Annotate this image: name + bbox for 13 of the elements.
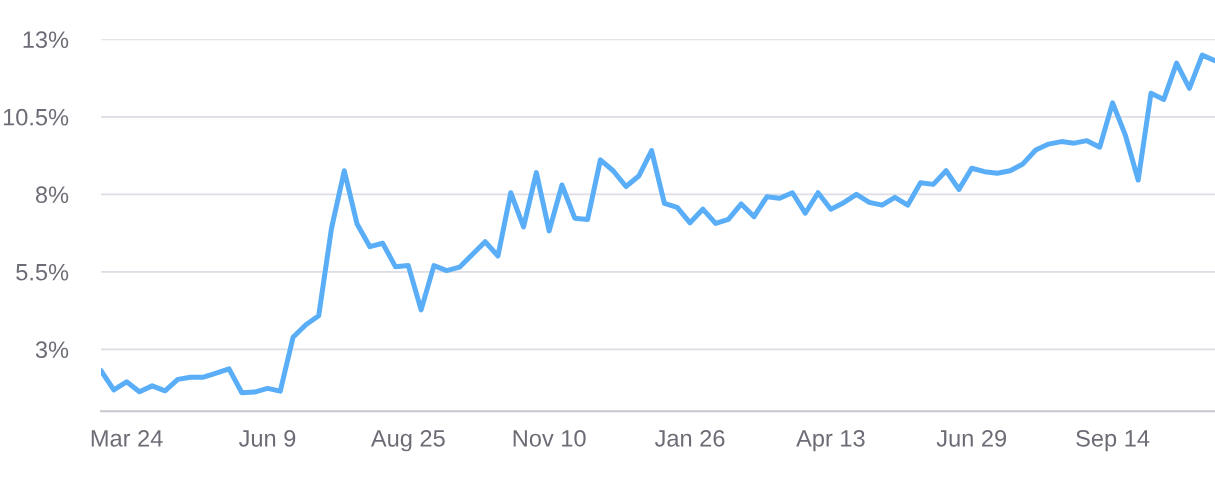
x-tick-label: Mar 24 xyxy=(91,429,163,447)
x-tick-label: Jun 9 xyxy=(238,429,296,447)
y-tick-label: 5.5% xyxy=(16,263,69,281)
x-tick-label: Sep 14 xyxy=(1076,429,1150,452)
x-tick-label: Jun 29 xyxy=(936,429,1007,447)
x-tick-label: Jan 26 xyxy=(654,429,725,447)
y-tick-label: 3% xyxy=(35,341,69,359)
x-tick-label: Aug 25 xyxy=(370,429,445,452)
y-tick-label: 13% xyxy=(23,31,69,49)
x-tick-label: Apr 13 xyxy=(796,429,865,452)
y-tick-label: 10.5% xyxy=(3,108,69,126)
y-tick-label: 8% xyxy=(35,186,69,204)
x-tick-label: Nov 10 xyxy=(513,429,586,447)
